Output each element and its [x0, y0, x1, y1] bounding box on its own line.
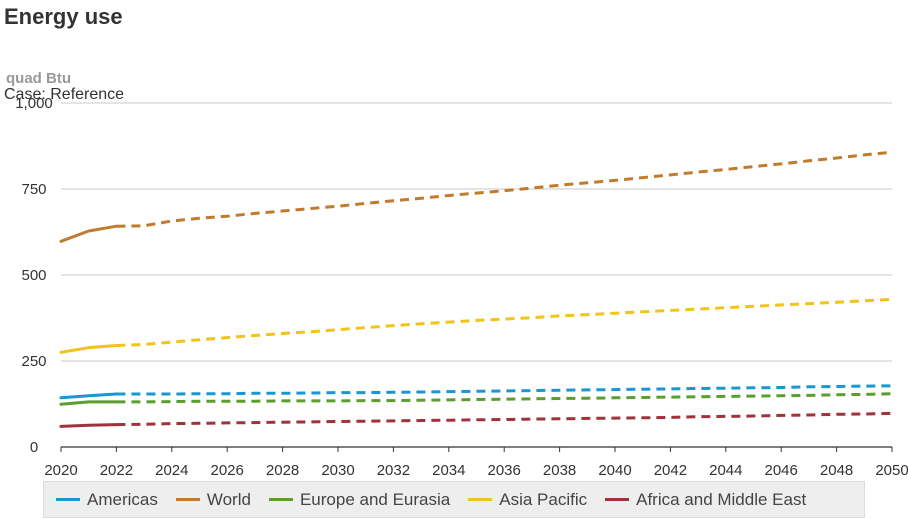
chart-legend: Americas World Europe and Eurasia Asia Paci…: [43, 481, 865, 518]
legend-label: World: [206, 489, 251, 509]
x-tick-label: 2046: [765, 462, 798, 478]
series-line-history: [59, 423, 118, 428]
legend-label: Asia Pacific: [499, 489, 588, 509]
legend-item[interactable]: Europe and Eurasia: [268, 489, 451, 510]
x-tick-label: 2044: [709, 462, 742, 478]
legend-label: Americas: [87, 489, 158, 509]
x-tick-label: 2050: [875, 462, 908, 478]
series-line-projection: [116, 297, 893, 347]
x-tick-label: 2040: [598, 462, 631, 478]
legend-label: Africa and Middle East: [636, 489, 807, 509]
x-tick-label: 2020: [44, 462, 77, 478]
series-line-history: [59, 400, 118, 406]
legend-item[interactable]: World: [175, 489, 251, 510]
y-tick-label: 1,000: [15, 95, 53, 112]
x-tick-label: 2034: [432, 462, 465, 478]
x-tick-label: 2036: [488, 462, 521, 478]
legend-swatch: [605, 498, 630, 501]
series-line-projection: [116, 411, 893, 427]
x-tick-label: 2038: [543, 462, 576, 478]
x-tick-label: 2024: [155, 462, 188, 478]
x-tick-label: 2030: [321, 462, 354, 478]
x-tick-label: 2026: [211, 462, 244, 478]
y-tick-label: 250: [21, 353, 46, 370]
series-line-projection: [116, 384, 893, 396]
line-chart: 0 250 500 750 1,000 2020 2022 2024 2026 2028 2030 2…: [15, 95, 908, 478]
case-label: Case: Reference: [4, 86, 125, 103]
x-tick-label: 2022: [100, 462, 133, 478]
series-line-history: [59, 344, 118, 354]
series-line-history: [59, 392, 118, 400]
legend-item[interactable]: Africa and Middle East: [605, 490, 806, 510]
y-tick-label: 500: [21, 267, 46, 284]
legend-item[interactable]: Asia Pacific: [468, 490, 587, 510]
series-line-projection: [116, 150, 893, 228]
y-tick-label: 750: [21, 181, 46, 198]
y-tick-label: 0: [30, 439, 38, 456]
legend-label: Europe and Eurasia: [299, 489, 451, 509]
series-line-projection: [116, 392, 893, 404]
chart-title: Energy use: [4, 4, 123, 29]
x-tick-label: 2032: [377, 462, 410, 478]
series-line-history: [59, 224, 118, 243]
x-tick-label: 2028: [266, 462, 299, 478]
x-tick-label: 2042: [654, 462, 687, 478]
legend-swatch: [268, 498, 293, 501]
legend-swatch: [56, 498, 80, 501]
y-axis-units: quad Btu: [6, 70, 71, 87]
legend-item[interactable]: Americas: [56, 490, 158, 510]
legend-swatch: [175, 498, 200, 501]
x-tick-label: 2048: [820, 462, 853, 478]
legend-swatch: [468, 498, 493, 501]
